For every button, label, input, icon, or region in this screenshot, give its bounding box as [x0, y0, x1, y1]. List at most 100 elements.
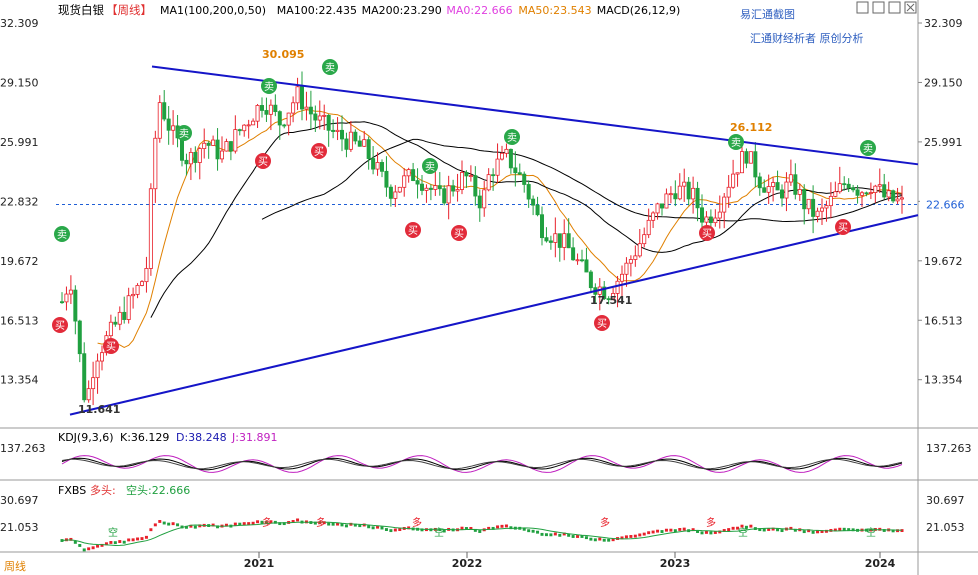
- candle-body: [277, 111, 282, 126]
- fxbs-bar: [593, 538, 597, 542]
- candle-body: [482, 189, 487, 209]
- candle-body: [259, 105, 264, 111]
- price-extreme-label: 11.641: [78, 403, 120, 416]
- fxbs-bar: [833, 528, 837, 532]
- candle-body: [122, 311, 127, 320]
- footer-period-tab[interactable]: [0, 557, 48, 575]
- candle-body: [486, 174, 491, 191]
- candle-body: [424, 187, 429, 191]
- candle-body: [459, 172, 464, 190]
- layout-icon[interactable]: [872, 1, 885, 14]
- candle-body: [375, 162, 380, 170]
- buy-signal-badge: [835, 219, 851, 235]
- fxbs-bear-marker: 空: [866, 526, 876, 539]
- candle-body: [722, 196, 727, 213]
- candle-body: [677, 185, 682, 200]
- candle-body: [411, 169, 416, 181]
- candle-body: [339, 129, 344, 140]
- candle-body: [508, 148, 513, 169]
- fxbs-bar: [611, 538, 615, 542]
- candle-body: [620, 273, 625, 282]
- sell-signal-label: 卖: [863, 143, 873, 155]
- time-axis: 2021 2022 2023 2024: [244, 552, 896, 570]
- fxbs-bar: [522, 527, 526, 531]
- candle-body: [233, 129, 238, 152]
- fxbs-bar: [87, 547, 91, 551]
- candle-body: [548, 240, 553, 243]
- fxbs-bars: 空多多多空多 多空空: [60, 516, 904, 552]
- footer-period-label[interactable]: 周线: [4, 559, 26, 573]
- candle-body: [504, 148, 509, 154]
- candle-body: [757, 176, 762, 189]
- fxbs-bar: [144, 535, 148, 539]
- candle-body: [784, 181, 789, 199]
- price-extreme-label: 30.095: [262, 48, 304, 61]
- candle-body: [842, 183, 847, 186]
- candle-body: [393, 191, 398, 199]
- candle-body: [886, 190, 891, 198]
- candle-body: [895, 198, 900, 202]
- fxbs-bar: [184, 525, 188, 529]
- candle-body: [824, 205, 829, 209]
- candle-body: [317, 115, 322, 121]
- fxbs-bar: [393, 528, 397, 532]
- candle-body: [575, 259, 580, 262]
- fxbs-bar: [189, 524, 193, 528]
- price-left-tick-label: 13.354: [0, 374, 39, 387]
- fxbs-bar: [384, 528, 388, 531]
- pin-icon[interactable]: [856, 1, 869, 14]
- kdj-panel: KDJ(9,3,6) K:36.129 D:38.248 J:31.891: [58, 431, 903, 473]
- fxbs-bar: [100, 543, 104, 547]
- sell-signal-badge: [176, 125, 192, 141]
- price-left-tick-label: 25.991: [0, 136, 39, 149]
- candle-body: [295, 86, 300, 104]
- candle-body: [264, 110, 269, 115]
- fxbs-bar: [780, 529, 784, 533]
- candle-body: [335, 129, 340, 132]
- price-tick-label: 25.991: [924, 136, 963, 149]
- candle-body: [166, 118, 171, 131]
- candle-body: [491, 174, 496, 177]
- candle-body: [606, 298, 611, 301]
- buy-signal-badge: [311, 143, 327, 159]
- fxbs-bar: [642, 532, 646, 536]
- candle-body: [544, 237, 549, 242]
- kdj-tick-label: 137.263: [926, 442, 972, 455]
- candle-body: [535, 204, 540, 216]
- candle-body: [108, 321, 113, 337]
- fxbs-bar: [824, 529, 828, 533]
- candle-body: [624, 262, 629, 275]
- candle-body: [455, 189, 460, 192]
- price-left-tick-label: 32.309: [0, 17, 39, 30]
- candle-body: [571, 247, 576, 261]
- close-icon[interactable]: [904, 1, 917, 14]
- candle-body: [308, 106, 313, 115]
- fxbs-bar: [269, 520, 273, 524]
- fxbs-bar: [198, 524, 202, 528]
- fxbs-bar: [171, 522, 175, 526]
- fxbs-bar: [242, 522, 246, 526]
- price-annotations: 30.095 26.112 17.541 11.641: [78, 48, 772, 416]
- candle-body: [771, 182, 776, 187]
- price-left-tick-label: 29.150: [0, 76, 39, 89]
- fxbs-bar: [816, 530, 820, 534]
- fxbs-bar: [211, 523, 215, 527]
- fxbs-bar: [478, 530, 482, 533]
- candle-body: [891, 190, 896, 202]
- candle-body: [802, 189, 807, 210]
- top-right-icons[interactable]: [856, 1, 917, 14]
- fxbs-bar: [407, 526, 411, 530]
- candle-body: [273, 104, 278, 113]
- ma-legend-item: MA0:22.666: [446, 4, 512, 17]
- candle-body: [184, 159, 189, 165]
- fxbs-bar: [807, 529, 811, 533]
- candle-body: [268, 104, 273, 115]
- candle-body: [82, 353, 87, 401]
- candle-body: [708, 216, 713, 224]
- settings-icon[interactable]: [888, 1, 901, 14]
- candle-body: [499, 152, 504, 160]
- candle-body: [68, 289, 73, 295]
- fxbs-bar: [193, 525, 197, 529]
- candle-body: [388, 186, 393, 199]
- candle-body: [584, 259, 589, 273]
